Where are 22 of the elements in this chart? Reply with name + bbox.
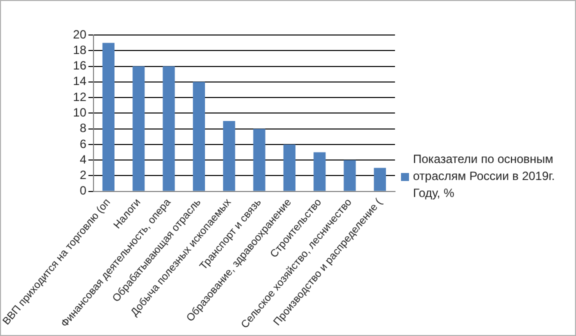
y-tick-label: 4	[80, 152, 87, 166]
bar	[192, 82, 205, 191]
y-tick-label: 8	[80, 121, 87, 136]
bar	[283, 144, 296, 191]
y-tick-label: 16	[73, 58, 87, 73]
y-tick-label: 10	[73, 105, 87, 120]
bar	[374, 168, 386, 191]
y-tick-label: 6	[80, 136, 87, 151]
bar	[344, 160, 356, 191]
y-tick-label: 12	[73, 90, 87, 104]
bar	[102, 42, 114, 191]
bar	[132, 66, 145, 191]
y-tick-label: 14	[73, 74, 87, 88]
bar	[223, 120, 236, 191]
bar	[314, 152, 326, 191]
bar	[162, 66, 175, 191]
y-tick-label: 0	[80, 184, 87, 198]
bar	[253, 128, 266, 191]
legend-label: Показатели по основным отраслям России в 2019г. Году, %	[413, 151, 556, 202]
y-tick-label: 18	[73, 42, 87, 57]
y-tick-label: 20	[73, 27, 87, 42]
y-tick-label: 2	[80, 168, 87, 182]
